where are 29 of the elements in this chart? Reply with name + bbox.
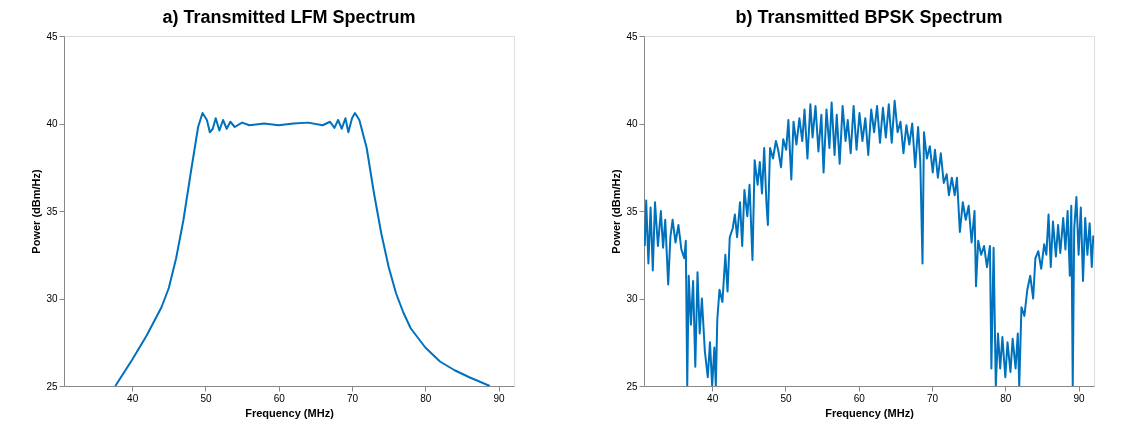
y-tick-label: 35 <box>626 205 638 217</box>
y-axis-title: Power (dBm/Hz) <box>610 169 623 254</box>
y-tick-label: 40 <box>626 118 638 129</box>
x-tick-label: 60 <box>853 392 866 404</box>
x-tick-label: 40 <box>127 392 139 404</box>
x-tick-label: 50 <box>780 392 792 404</box>
x-tick-label: 70 <box>346 392 359 404</box>
line-series <box>114 112 491 386</box>
chart-title: a) Transmitted LFM Spectrum <box>162 7 416 27</box>
x-tick-label: 50 <box>200 392 212 404</box>
chart-title: b) Transmitted BPSK Spectrum <box>735 7 1003 27</box>
x-tick-label: 90 <box>493 392 506 404</box>
y-axis-title: Power (dBm/Hz) <box>30 169 43 254</box>
x-tick-label: 90 <box>1073 392 1086 404</box>
y-tick-label: 25 <box>46 380 58 392</box>
x-axis-title: Frequency (MHz) <box>825 406 915 419</box>
y-tick-label: 45 <box>626 30 638 42</box>
x-tick-label: 70 <box>926 392 939 404</box>
y-tick-label: 25 <box>626 380 638 392</box>
x-tick-label: 80 <box>420 392 432 404</box>
y-tick-label: 30 <box>626 293 638 304</box>
y-tick-label: 45 <box>46 30 58 42</box>
x-tick-label: 40 <box>707 392 719 404</box>
x-axis-title: Frequency (MHz) <box>245 406 335 419</box>
y-tick-label: 35 <box>46 205 58 217</box>
y-tick-label: 30 <box>46 293 58 304</box>
x-tick-label: 80 <box>1000 392 1012 404</box>
x-tick-label: 60 <box>273 392 286 404</box>
y-tick-label: 40 <box>46 118 58 129</box>
